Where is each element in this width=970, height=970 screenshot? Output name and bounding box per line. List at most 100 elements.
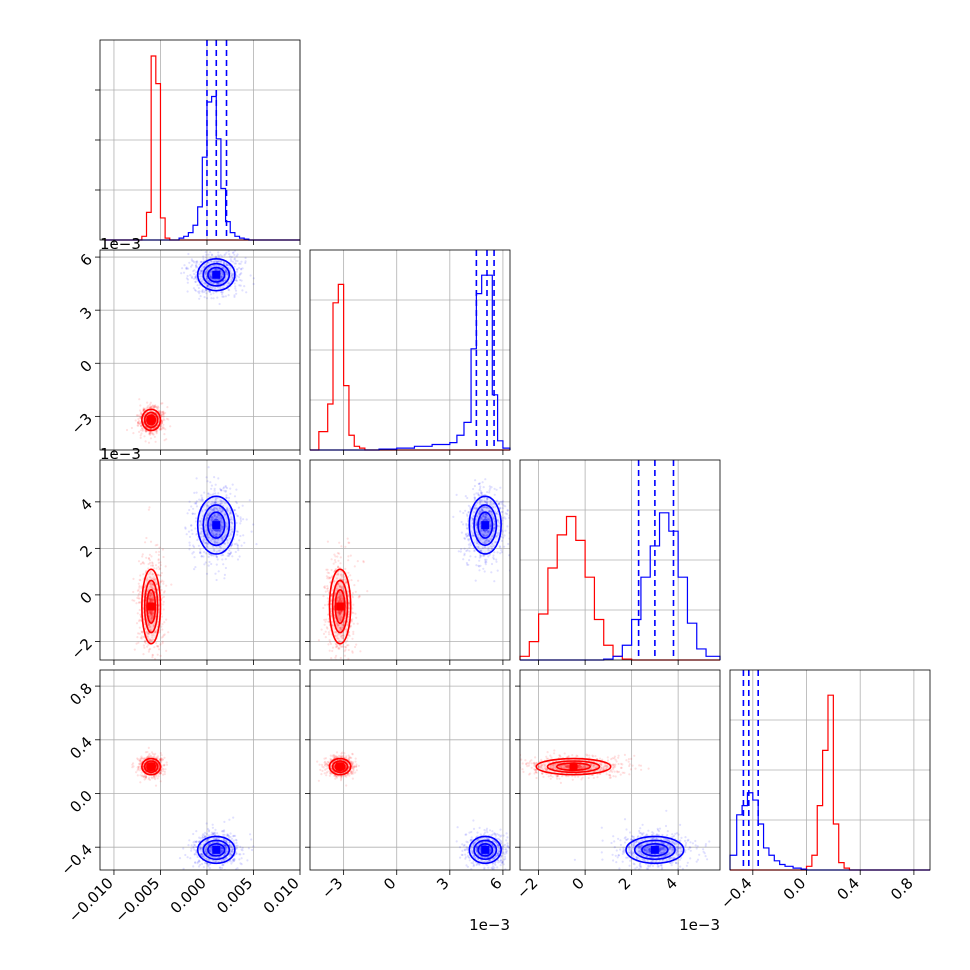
panel-1-0-scatter-point: [210, 259, 213, 263]
panel-2-0-scatter-point: [149, 639, 152, 642]
panel-2-1-scatter-group: [317, 478, 510, 660]
panel-3-0-scatter-point: [163, 770, 166, 774]
panel-2-1-scatter-point: [479, 509, 482, 512]
panel-3-0-scatter-point: [223, 844, 226, 847]
panel-2-0-scatter-point: [223, 542, 226, 545]
panel-2-1-scatter-point: [330, 594, 333, 597]
panel-2-0-scatter-point: [152, 576, 155, 579]
panel-3-0-scatter-point: [235, 841, 238, 845]
panel-3-0-scatter-point: [202, 833, 205, 836]
panel-1-0-scatter-point: [239, 278, 242, 282]
panel-2-1-scatter-point: [479, 499, 482, 502]
panel-2-1-scatter-point: [483, 534, 486, 537]
panel-2-0-scatter-point: [151, 598, 155, 601]
panel-1-0-scatter-point: [208, 285, 211, 288]
panel-2-1-scatter-point: [478, 501, 481, 504]
panel-2-1-scatter-point: [478, 482, 481, 485]
panel-2-1-scatter-point: [496, 512, 499, 516]
panel-2-1-scatter-point: [485, 512, 488, 516]
panel-1-0-scatter-point: [221, 291, 224, 294]
panel-2-0-scatter-point: [207, 514, 210, 517]
panel-1-0-scatter-point: [235, 255, 238, 258]
panel-3-0-scatter-point: [147, 746, 150, 750]
panel-1-0-scatter-point: [209, 290, 212, 293]
panel-2-0-scatter-point: [150, 616, 153, 619]
panel-2-1-scatter-point: [469, 506, 472, 509]
panel-2-1-scatter-point: [335, 610, 339, 614]
panel-2-0-scatter-point: [147, 567, 150, 570]
panel-3-0-scatter-point: [201, 855, 204, 859]
panel-3-0-scatter-point: [146, 756, 149, 759]
panel-1-0-scatter-point: [204, 277, 208, 280]
panel-2-1-scatter-point: [469, 555, 472, 558]
panel-1-0-scatter-point: [215, 291, 218, 294]
panel-2-0-scatter-point: [138, 620, 141, 623]
panel-2-1-scatter-point: [488, 540, 491, 543]
panel-1-0-scatter-point: [194, 280, 197, 283]
panel-2-1-scatter-point: [489, 499, 492, 503]
panel-2-0-scatter-point: [234, 550, 237, 554]
panel-1-0-scatter-point: [202, 255, 205, 258]
panel-2-0-scatter-point: [200, 498, 204, 501]
panel-2-0-scatter-point: [151, 561, 154, 564]
panel-2-1-scatter-point: [488, 510, 491, 513]
panel-2-1-scatter-point: [340, 616, 343, 619]
panel-2-1-scatter-point: [488, 510, 491, 513]
panel-1-0-scatter-point: [160, 402, 163, 405]
panel-3-0-scatter-point: [206, 862, 209, 866]
panel-2-1-scatter-point: [506, 525, 509, 528]
panel-2-0-scatter-point: [225, 496, 228, 499]
panel-3-0-scatter-point: [140, 756, 144, 760]
panel-3-0-scatter-point: [137, 767, 140, 770]
panel-2-0-scatter-point: [219, 489, 222, 492]
panel-2-0-scatter-point: [145, 631, 148, 634]
panel-2-1-scatter-point: [338, 626, 342, 629]
panel-2-0-scatter-point: [229, 518, 232, 521]
panel-2-1-scatter-point: [467, 543, 470, 546]
panel-2-1-scatter-point: [329, 641, 332, 644]
panel-2-1-scatter-point: [466, 527, 469, 530]
panel-2-0-scatter-point: [204, 552, 207, 555]
panel-2-0-scatter-point: [220, 525, 223, 528]
panel-2-0-scatter-point: [162, 580, 165, 583]
panel-1-0-scatter-point: [149, 406, 152, 409]
panel-2-0-scatter-point: [149, 599, 152, 602]
panel-1-0-scatter-point: [224, 278, 227, 282]
panel-2-0-scatter-point: [145, 569, 148, 573]
panel-3-0-scatter-point: [157, 775, 160, 778]
panel-2-1-scatter-point: [330, 657, 333, 660]
panel-2-1-scatter-point: [337, 582, 340, 585]
panel-1-0-scatter-point: [189, 274, 192, 277]
panel-2-0-scatter-point: [157, 561, 160, 565]
panel-2-0-scatter-point: [151, 564, 154, 568]
panel-2-0-scatter-point: [192, 551, 195, 554]
panel-2-1-scatter-point: [488, 509, 492, 512]
panel-1-0-scatter-point: [151, 404, 154, 407]
panel-1-0-scatter-point: [206, 284, 209, 287]
panel-1-0-scatter-point: [231, 274, 234, 277]
panel-3-0-scatter-point: [138, 762, 141, 766]
panel-2-0-scatter-point: [162, 555, 165, 559]
panel-2-0-scatter-point: [211, 494, 214, 497]
panel-2-0-scatter-point: [148, 625, 151, 628]
panel-1-0-scatter-point: [204, 273, 207, 276]
panel-1-0-scatter-point: [144, 440, 147, 443]
panel-3-0-scatter-point: [148, 778, 152, 782]
panel-1-0-scatter-point: [186, 274, 189, 278]
panel-2-1-scatter-point: [467, 538, 470, 541]
panel-2-1-scatter-point: [354, 590, 357, 593]
panel-2-1-scatter-point: [326, 585, 329, 588]
panel-2-1-scatter-point: [484, 516, 487, 519]
panel-3-0-scatter-point: [204, 847, 208, 851]
panel-2-0-scatter-point: [151, 573, 154, 576]
panel-2-0-scatter-point: [214, 483, 217, 486]
panel-2-0-scatter-point: [213, 540, 216, 544]
panel-1-0-scatter-point: [204, 289, 207, 292]
panel-2-0-scatter-point: [148, 594, 151, 598]
panel-2-0-scatter-point: [202, 541, 205, 544]
panel-2-0-scatter-point: [190, 505, 193, 508]
panel-2-1-scatter-point: [325, 618, 328, 621]
panel-2-0-contour-0-0: [141, 568, 162, 645]
panel-2-0-scatter-point: [208, 536, 211, 539]
panel-2-0-scatter-point: [229, 512, 232, 515]
